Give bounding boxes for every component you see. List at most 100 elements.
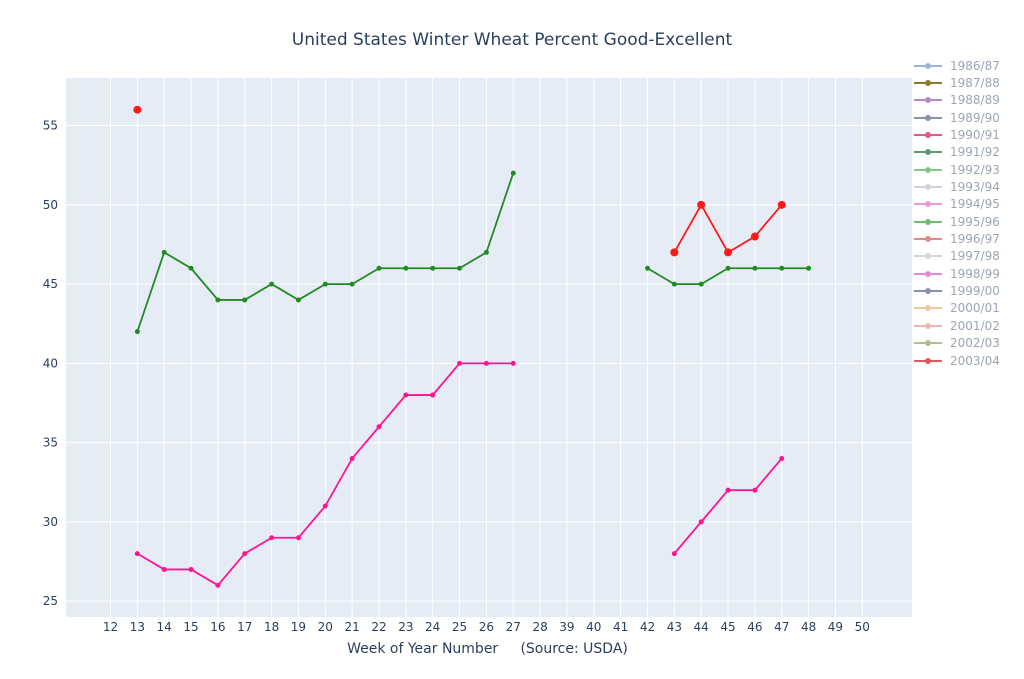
- data-point: [483, 360, 489, 366]
- data-point: [242, 297, 248, 303]
- data-point: [670, 248, 679, 257]
- legend-label: 1997/98: [950, 249, 1000, 264]
- gridlines: [66, 78, 912, 617]
- x-tick-label: 16: [210, 620, 225, 634]
- legend-item[interactable]: 1998/99: [914, 265, 1022, 282]
- legend-item[interactable]: 1988/89: [914, 92, 1022, 109]
- legend-label: 1988/89: [950, 93, 1000, 108]
- data-point: [134, 551, 140, 557]
- legend-label: 1991/92: [950, 145, 1000, 160]
- data-point: [322, 503, 328, 509]
- legend-item[interactable]: 1996/97: [914, 230, 1022, 247]
- legend-item[interactable]: 1991/92: [914, 144, 1022, 161]
- y-tick-label: 55: [43, 119, 58, 133]
- legend-marker: [925, 97, 931, 104]
- legend-swatch: [914, 233, 942, 245]
- data-point: [510, 360, 516, 366]
- data-point: [698, 281, 704, 287]
- data-point: [457, 360, 463, 366]
- data-point: [671, 551, 677, 557]
- legend-swatch: [914, 337, 942, 349]
- data-point: [483, 249, 489, 255]
- data-point: [188, 566, 194, 572]
- data-point: [295, 297, 301, 303]
- legend-swatch: [914, 355, 942, 367]
- legend-item[interactable]: 1993/94: [914, 178, 1022, 195]
- data-point: [777, 200, 786, 209]
- y-tick-label: 30: [43, 515, 58, 529]
- legend-label: 1992/93: [950, 162, 1000, 177]
- legend-marker: [925, 322, 931, 329]
- legend-label: 1999/00: [950, 284, 1000, 299]
- legend-label: 1993/94: [950, 180, 1000, 195]
- legend-swatch: [914, 216, 942, 228]
- x-tick-label: 24: [425, 620, 440, 634]
- x-tick-label: 14: [157, 620, 172, 634]
- legend-item[interactable]: 2000/01: [914, 300, 1022, 317]
- data-point: [161, 566, 167, 572]
- x-tick-label: 22: [371, 620, 386, 634]
- data-point: [269, 535, 275, 541]
- legend-marker: [925, 166, 931, 173]
- x-tick-label: 39: [559, 620, 574, 634]
- legend-label: 1989/90: [950, 110, 1000, 125]
- x-tick-label: 25: [452, 620, 467, 634]
- x-tick-label: 20: [318, 620, 333, 634]
- legend-item[interactable]: 1989/90: [914, 109, 1022, 126]
- data-point: [295, 535, 301, 541]
- x-tick-label: 19: [291, 620, 306, 634]
- legend-item[interactable]: 1990/91: [914, 126, 1022, 143]
- legend-swatch: [914, 320, 942, 332]
- legend-swatch: [914, 285, 942, 297]
- legend-swatch: [914, 268, 942, 280]
- legend-item[interactable]: 2002/03: [914, 335, 1022, 352]
- legend-swatch: [914, 181, 942, 193]
- data-point: [724, 248, 733, 257]
- x-tick-label: 41: [613, 620, 628, 634]
- data-point: [750, 232, 759, 241]
- x-tick-label: 45: [720, 620, 735, 634]
- data-point: [430, 265, 436, 271]
- legend-swatch: [914, 198, 942, 210]
- data-point: [161, 249, 167, 255]
- legend-label: 2002/03: [950, 336, 1000, 351]
- legend-marker: [925, 201, 931, 208]
- y-tick-label: 40: [43, 356, 58, 370]
- data-point: [188, 265, 194, 271]
- legend-item[interactable]: 1986/87: [914, 57, 1022, 74]
- legend-item[interactable]: 1999/00: [914, 282, 1022, 299]
- legend-swatch: [914, 94, 942, 106]
- legend-label: 2001/02: [950, 318, 1000, 333]
- legend-item[interactable]: 1994/95: [914, 196, 1022, 213]
- legend-swatch: [914, 250, 942, 262]
- x-tick-label: 46: [747, 620, 762, 634]
- legend-item[interactable]: 2001/02: [914, 317, 1022, 334]
- legend-marker: [925, 305, 931, 312]
- legend-item[interactable]: 1995/96: [914, 213, 1022, 230]
- data-point: [806, 265, 812, 271]
- data-point: [725, 487, 731, 493]
- x-tick-label: 13: [130, 620, 145, 634]
- x-tick-label: 23: [398, 620, 413, 634]
- legend-label: 1990/91: [950, 128, 1000, 143]
- legend-item[interactable]: 1992/93: [914, 161, 1022, 178]
- y-tick-label: 50: [43, 198, 58, 212]
- x-tick-label: 17: [237, 620, 252, 634]
- data-point: [215, 297, 221, 303]
- x-tick-label: 12: [103, 620, 118, 634]
- legend-item[interactable]: 2003/04: [914, 352, 1022, 369]
- legend-item[interactable]: 1987/88: [914, 74, 1022, 91]
- legend-label: 1986/87: [950, 58, 1000, 73]
- legend-label: 1987/88: [950, 76, 1000, 91]
- data-point: [752, 265, 758, 271]
- y-tick-label: 35: [43, 436, 58, 450]
- legend-label: 2003/04: [950, 353, 1000, 368]
- legend-label: 1998/99: [950, 266, 1000, 281]
- y-tick-label: 45: [43, 277, 58, 291]
- legend-swatch: [914, 146, 942, 158]
- legend-marker: [925, 270, 931, 277]
- legend-item[interactable]: 1997/98: [914, 248, 1022, 265]
- data-point: [134, 329, 140, 335]
- legend-swatch: [914, 164, 942, 176]
